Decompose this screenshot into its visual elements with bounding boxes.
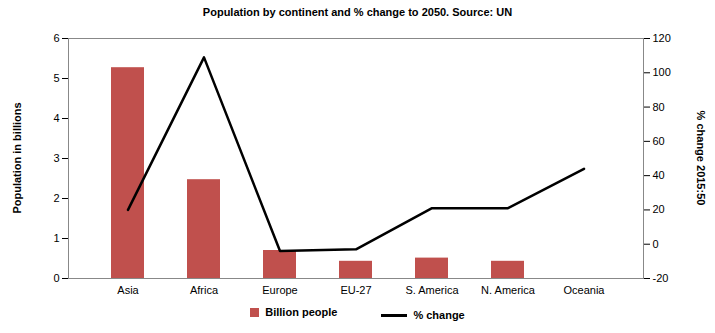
svg-text:Asia: Asia [117, 284, 139, 296]
svg-text:Europe: Europe [262, 284, 297, 296]
svg-text:EU-27: EU-27 [340, 284, 371, 296]
svg-text:20: 20 [653, 203, 665, 215]
svg-text:1: 1 [53, 232, 59, 244]
svg-text:80: 80 [653, 101, 665, 113]
svg-text:4: 4 [53, 112, 59, 124]
svg-text:100: 100 [653, 66, 671, 78]
svg-text:3: 3 [53, 152, 59, 164]
svg-text:-20: -20 [653, 272, 669, 284]
html-text:Population in billions: Population in billions [10, 102, 23, 214]
html-text:Billion people: Billion people [265, 306, 338, 318]
svg-text:60: 60 [653, 135, 665, 147]
svg-text:0: 0 [53, 272, 59, 284]
html-text:% change: % change [413, 309, 465, 321]
html-text:Population by continent and %: Population by continent and % change to … [202, 6, 513, 18]
svg-text:N. America: N. America [481, 284, 536, 296]
svg-text:5: 5 [53, 72, 59, 84]
svg-text:2: 2 [53, 192, 59, 204]
svg-text:Africa: Africa [190, 284, 219, 296]
svg-text:120: 120 [653, 32, 671, 44]
svg-text:0: 0 [653, 238, 659, 250]
svg-text:S. America: S. America [405, 284, 459, 296]
svg-text:Oceania: Oceania [564, 284, 606, 296]
svg-text:6: 6 [53, 32, 59, 44]
svg-text:40: 40 [653, 169, 665, 181]
html-text:% change 2015:50: % change 2015:50 [694, 110, 707, 206]
